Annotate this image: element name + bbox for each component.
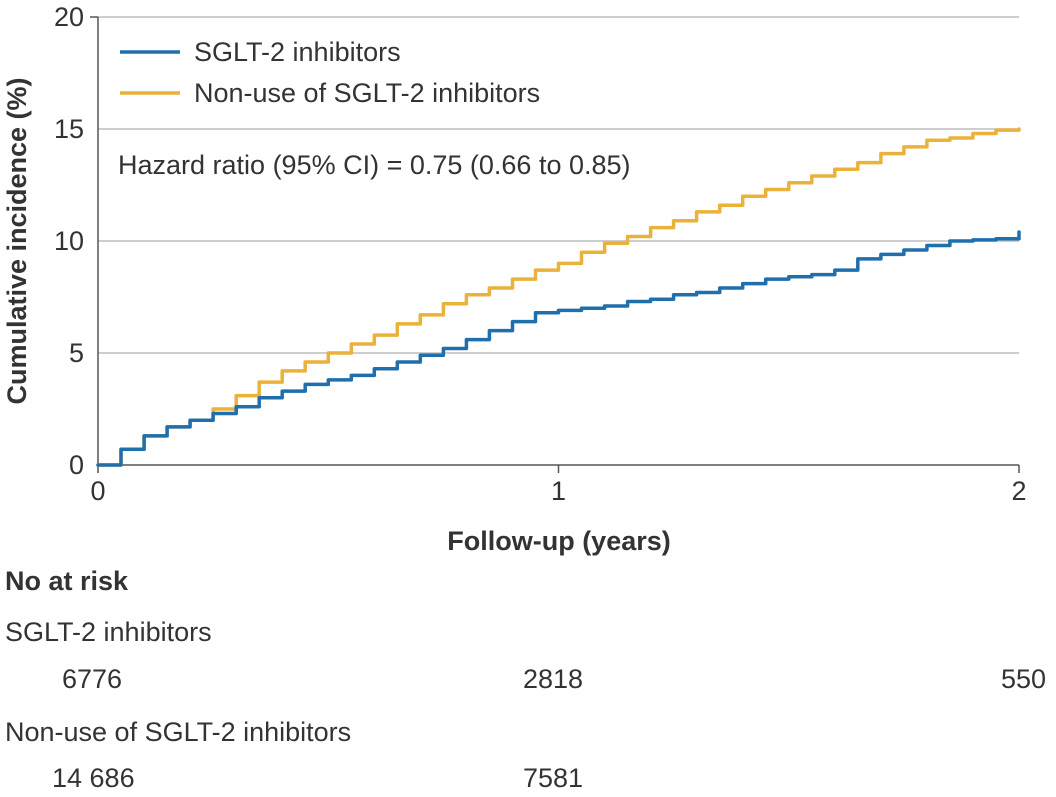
hazard-ratio-annotation: Hazard ratio (95% CI) = 0.75 (0.66 to 0.… <box>118 150 631 180</box>
y-axis-title: Cumulative incidence (%) <box>2 77 32 404</box>
grid <box>98 16 1019 354</box>
risk-table-title: No at risk <box>5 566 129 596</box>
series-layer <box>96 127 1021 467</box>
y-tick-label: 15 <box>54 114 84 144</box>
risk-count-non-use-year1: 7581 <box>523 763 584 793</box>
x-tick-label: 0 <box>90 476 105 506</box>
risk-count-sglt2-year1: 2818 <box>523 664 584 694</box>
y-tick-label: 20 <box>54 2 84 32</box>
risk-count-sglt2-year2: 550 <box>1000 664 1046 694</box>
y-tick-label: 0 <box>69 450 84 480</box>
series-line-non-use <box>96 127 1021 467</box>
legend: SGLT-2 inhibitors Non-use of SGLT-2 inhi… <box>120 37 540 108</box>
y-tick-label: 5 <box>69 338 84 368</box>
risk-group-label-non-use: Non-use of SGLT-2 inhibitors <box>5 717 352 747</box>
legend-label-non-use: Non-use of SGLT-2 inhibitors <box>194 78 540 108</box>
x-tick-label: 2 <box>1011 476 1026 506</box>
risk-count-non-use-year0: 14 686 <box>52 763 135 793</box>
axes: 0 5 10 15 20 0 1 2 <box>54 2 1027 506</box>
series-line-sglt2 <box>96 230 1021 467</box>
x-axis-title: Follow-up (years) <box>447 526 671 556</box>
y-tick-label: 10 <box>54 226 84 256</box>
x-tick-label: 1 <box>551 476 566 506</box>
risk-count-sglt2-year0: 6776 <box>62 664 123 694</box>
legend-label-sglt2: SGLT-2 inhibitors <box>194 37 401 67</box>
risk-group-label-sglt2: SGLT-2 inhibitors <box>5 617 212 647</box>
